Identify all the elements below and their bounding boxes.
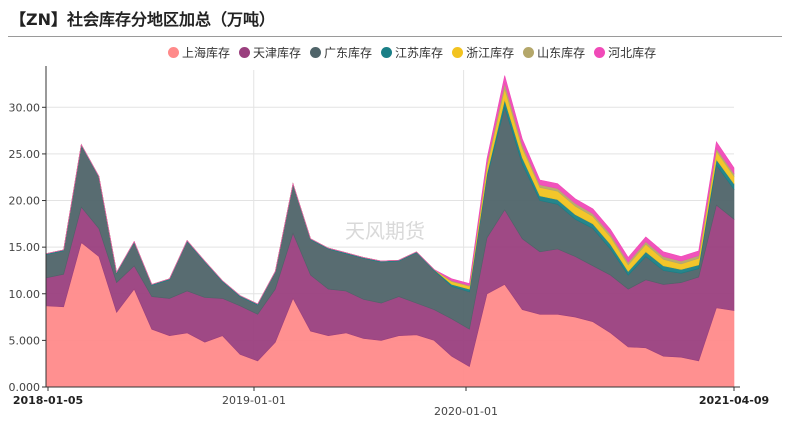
y-tick-label: 5.000	[9, 334, 41, 347]
watermark: 天风期货	[345, 219, 425, 243]
x-tick-label: 2019-01-01	[222, 394, 286, 407]
legend-label: 广东库存	[324, 45, 373, 60]
x-tick-label: 2018-01-05	[13, 394, 83, 407]
legend-label: 山东库存	[537, 45, 586, 60]
legend-swatch	[239, 46, 251, 58]
legend-swatch	[523, 46, 535, 58]
legend-swatch	[452, 46, 464, 58]
legend-label: 浙江库存	[466, 45, 515, 60]
legend-label: 天津库存	[253, 45, 302, 60]
x-tick-label: 2020-01-01	[434, 405, 498, 418]
legend-item[interactable]: 山东库存	[523, 43, 585, 61]
legend-label: 上海库存	[182, 45, 231, 60]
chart-title: 【ZN】社会库存分地区加总（万吨）	[10, 10, 275, 29]
legend-label: 江苏库存	[395, 45, 444, 60]
y-tick-label: 30.00	[9, 101, 41, 114]
x-tick-label: 2021-04-09	[699, 394, 769, 407]
series-area-7	[45, 75, 735, 305]
legend-swatch	[168, 46, 179, 58]
legend-swatch	[381, 46, 393, 58]
y-tick-label: 25.00	[9, 148, 41, 161]
y-tick-label: 10.00	[9, 288, 41, 301]
y-tick-label: 15.00	[9, 241, 41, 254]
legend-item[interactable]: 江苏库存	[381, 43, 443, 61]
title-divider	[8, 36, 782, 37]
axes: 0.000 5.000 10.00 15.00 20.00 25.00 30.00 2018-…	[9, 66, 769, 418]
legend-swatch	[310, 46, 322, 58]
legend-item[interactable]: 浙江库存	[452, 43, 514, 61]
legend-item[interactable]: 上海库存	[168, 43, 230, 61]
y-tick-label: 20.00	[9, 195, 41, 208]
legend-item[interactable]: 天津库存	[239, 43, 301, 61]
legend-swatch	[594, 46, 606, 58]
legend-item[interactable]: 广东库存	[310, 43, 372, 61]
chart-legend[interactable]: 上海库存 天津库存 广东库存 江苏库存 浙江库存 山东库存 河北库存	[168, 43, 656, 61]
y-tick-label: 0.000	[9, 381, 41, 394]
legend-label: 河北库存	[608, 45, 657, 60]
legend-item[interactable]: 河北库存	[594, 43, 656, 61]
